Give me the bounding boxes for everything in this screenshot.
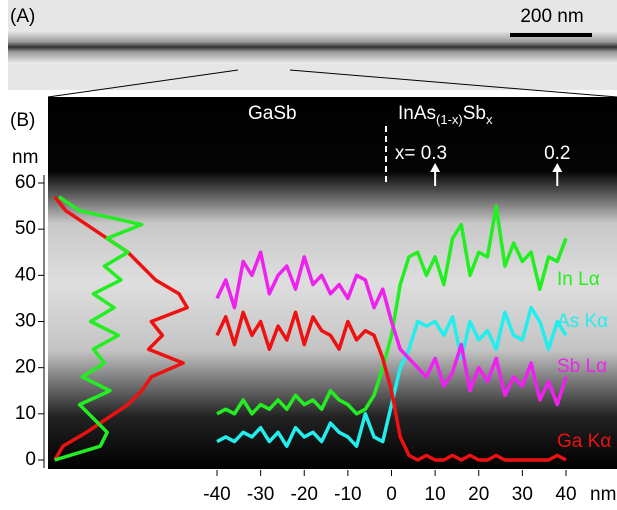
series-line: [215, 310, 567, 462]
series-line: [215, 250, 568, 407]
region-label: InAs(1-x)Sbx: [398, 103, 493, 127]
annotation: x= 0.3: [395, 143, 447, 164]
x-tick-label: 10: [425, 484, 446, 505]
text: InAs: [398, 103, 436, 124]
zoom-line: [289, 69, 617, 98]
y-axis-label: nm: [12, 147, 38, 168]
annotation: 0.2: [544, 143, 570, 164]
panel-label: (B): [10, 110, 35, 131]
y-tick-label: 30: [15, 311, 36, 332]
scale-bar-label: 200 nm: [520, 6, 583, 27]
x-tick-label: -20: [291, 484, 318, 505]
region-label: GaSb: [248, 103, 297, 124]
x-tick-label: 0: [386, 484, 397, 505]
series-line: [216, 204, 568, 416]
x-tick-label: -40: [203, 484, 230, 505]
arrow-head: [552, 163, 563, 172]
series-label: Ga Kα: [557, 431, 611, 452]
text: (1-x): [436, 112, 463, 127]
panel-b-bg: [48, 97, 617, 469]
x-axis-label: nm: [590, 484, 616, 505]
y-tick-label: 40: [15, 264, 36, 285]
x-tick-label: -10: [334, 484, 361, 505]
y-tick-label: 0: [25, 449, 36, 470]
x-tick-label: 20: [468, 484, 489, 505]
arrow-head: [430, 163, 441, 172]
zoom-line: [47, 69, 239, 98]
x-tick-label: 40: [555, 484, 576, 505]
text: x: [486, 112, 493, 127]
y-tick-label: 20: [15, 357, 36, 378]
y-tick-label: 50: [15, 218, 36, 239]
series-label: In Lα: [557, 269, 600, 290]
series-line: [216, 305, 568, 448]
panel-label: (A): [10, 6, 35, 27]
x-tick-label: 30: [512, 484, 533, 505]
series-label: Sb Lα: [557, 356, 607, 377]
series-label: As Kα: [557, 311, 608, 332]
y-tick-label: 60: [15, 172, 36, 193]
text: Sb: [463, 103, 486, 124]
x-tick-label: -30: [247, 484, 274, 505]
depth-profile: [54, 195, 144, 462]
y-tick-label: 10: [15, 403, 36, 424]
